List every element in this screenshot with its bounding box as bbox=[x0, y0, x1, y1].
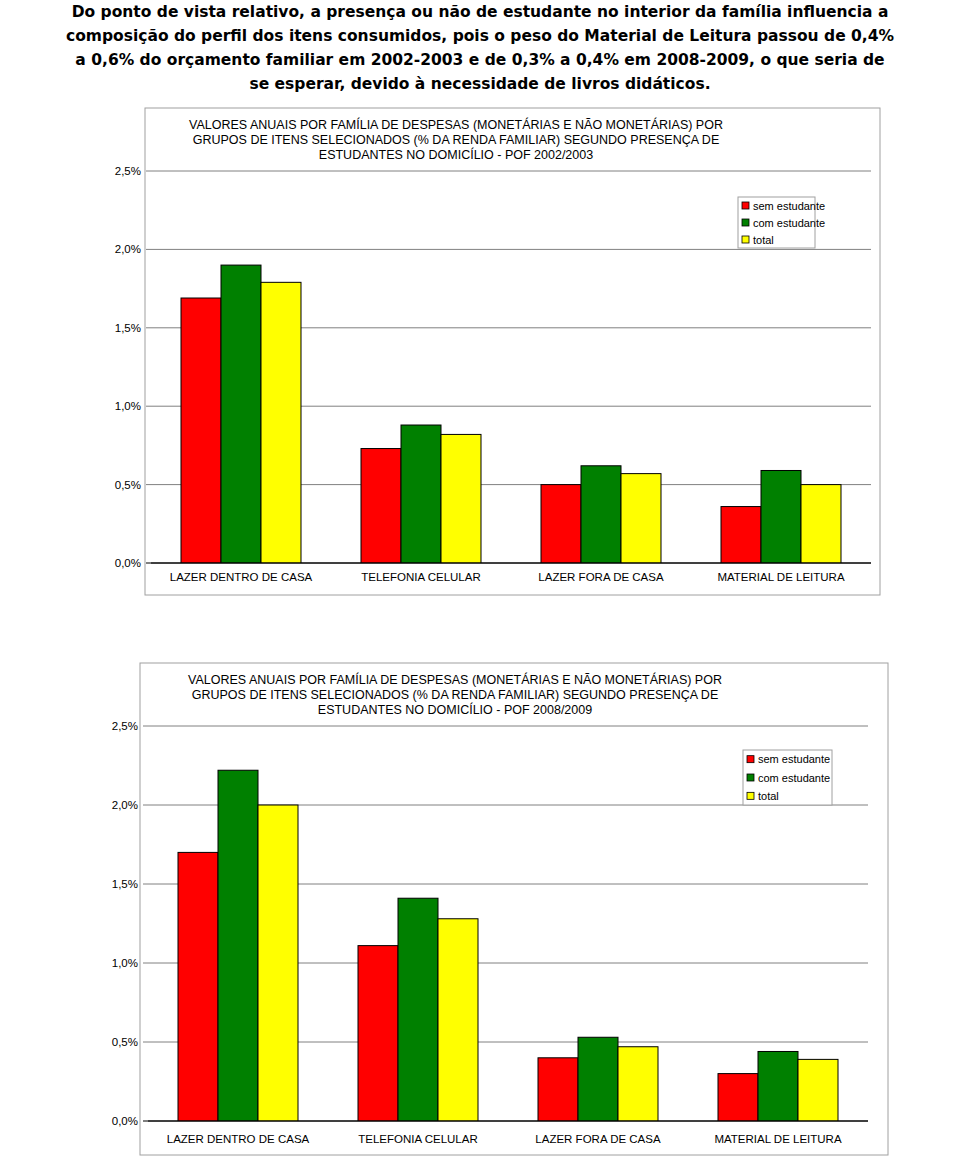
y-tick-label: 1,5% bbox=[115, 322, 141, 334]
y-tick-label: 0,5% bbox=[112, 1036, 138, 1048]
y-tick-label: 2,5% bbox=[115, 165, 141, 177]
category-label: TELEFONIA CELULAR bbox=[361, 571, 481, 583]
y-tick-label: 1,5% bbox=[112, 878, 138, 890]
bar bbox=[538, 1058, 578, 1121]
grid-line bbox=[146, 249, 871, 250]
bar bbox=[718, 1074, 758, 1121]
chart-frame bbox=[145, 108, 880, 595]
bar bbox=[578, 1037, 618, 1121]
category-label: LAZER FORA DE CASA bbox=[538, 571, 664, 583]
bar bbox=[798, 1059, 838, 1121]
bar bbox=[721, 507, 761, 563]
legend-label: sem estudante bbox=[753, 200, 825, 212]
category-label: MATERIAL DE LEITURA bbox=[717, 571, 844, 583]
bar bbox=[801, 485, 841, 563]
bar bbox=[758, 1051, 798, 1121]
paragraph-line: composição do perfil dos itens consumido… bbox=[66, 27, 895, 45]
paragraph-line: a 0,6% do orçamento familiar em 2002-200… bbox=[75, 51, 884, 69]
paragraph: Do ponto de vista relativo, a presença o… bbox=[66, 3, 895, 93]
chart-frame bbox=[140, 663, 888, 1155]
category-label: LAZER FORA DE CASA bbox=[535, 1133, 661, 1145]
bar bbox=[358, 946, 398, 1121]
grid-line bbox=[143, 726, 868, 727]
chart-title: VALORES ANUAIS POR FAMÍLIA DE DESPESAS (… bbox=[189, 117, 723, 162]
category-label: MATERIAL DE LEITURA bbox=[714, 1133, 841, 1145]
x-axis bbox=[148, 1121, 868, 1122]
grid-line bbox=[143, 1121, 868, 1122]
chart-title: VALORES ANUAIS POR FAMÍLIA DE DESPESAS (… bbox=[188, 672, 722, 717]
y-tick-label: 0,0% bbox=[112, 1115, 138, 1127]
category-label: LAZER DENTRO DE CASA bbox=[170, 571, 313, 583]
legend: sem estudante com estudante total bbox=[738, 197, 825, 248]
y-tick-label: 2,0% bbox=[112, 799, 138, 811]
bar bbox=[398, 898, 438, 1121]
legend-label: total bbox=[753, 234, 774, 246]
x-axis bbox=[151, 563, 871, 564]
grid-line bbox=[146, 171, 871, 172]
bar bbox=[541, 485, 581, 563]
bar bbox=[221, 265, 261, 563]
bars bbox=[178, 770, 838, 1121]
y-tick-label: 2,5% bbox=[112, 720, 138, 732]
legend: sem estudante com estudante total bbox=[743, 750, 832, 805]
legend-swatch bbox=[747, 756, 754, 763]
bar bbox=[438, 919, 478, 1121]
category-label: LAZER DENTRO DE CASA bbox=[167, 1133, 310, 1145]
grid-line bbox=[146, 563, 871, 564]
legend-box bbox=[743, 750, 832, 805]
legend-label: sem estudante bbox=[758, 753, 830, 765]
bar bbox=[181, 298, 221, 563]
bar bbox=[581, 466, 621, 563]
bar bbox=[401, 425, 441, 563]
y-tick-label: 0,5% bbox=[115, 479, 141, 491]
legend-swatch bbox=[742, 236, 749, 243]
y-tick-label: 2,0% bbox=[115, 243, 141, 255]
bar bbox=[761, 470, 801, 563]
legend-label: total bbox=[758, 790, 779, 802]
bar bbox=[618, 1047, 658, 1121]
bar bbox=[178, 852, 218, 1121]
bar bbox=[218, 770, 258, 1121]
legend-swatch bbox=[742, 202, 749, 209]
paragraph-line: se esperar, devido à necessidade de livr… bbox=[249, 75, 710, 93]
bar bbox=[258, 805, 298, 1121]
y-tick-label: 1,0% bbox=[115, 400, 141, 412]
y-tick-label: 1,0% bbox=[112, 957, 138, 969]
legend-swatch bbox=[747, 774, 754, 781]
y-tick-label: 0,0% bbox=[115, 557, 141, 569]
paragraph-line: Do ponto de vista relativo, a presença o… bbox=[72, 3, 889, 21]
legend-swatch bbox=[747, 792, 754, 799]
bar bbox=[361, 449, 401, 563]
chart: 0,0% 0,5% 1,0% 1,5% 2,0% 2,5% VALORES ANUAIS P… bbox=[112, 663, 888, 1155]
bars bbox=[181, 265, 841, 563]
bar bbox=[441, 434, 481, 563]
legend-swatch bbox=[742, 219, 749, 226]
category-label: TELEFONIA CELULAR bbox=[358, 1133, 478, 1145]
legend-label: com estudante bbox=[753, 217, 825, 229]
chart: 0,0% 0,5% 1,0% 1,5% 2,0% 2,5% VALORES ANUAIS P… bbox=[115, 108, 880, 595]
bar bbox=[621, 474, 661, 563]
bar bbox=[261, 282, 301, 563]
legend-label: com estudante bbox=[758, 772, 830, 784]
